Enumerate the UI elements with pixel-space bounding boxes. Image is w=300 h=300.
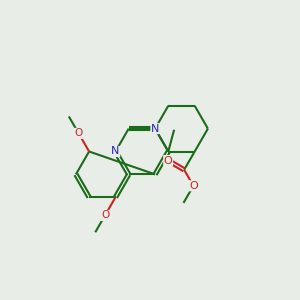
Text: O: O xyxy=(101,210,109,220)
Text: O: O xyxy=(189,181,198,191)
Text: O: O xyxy=(74,128,83,138)
Text: N: N xyxy=(111,146,120,157)
Text: N: N xyxy=(151,124,159,134)
Text: O: O xyxy=(164,156,172,166)
